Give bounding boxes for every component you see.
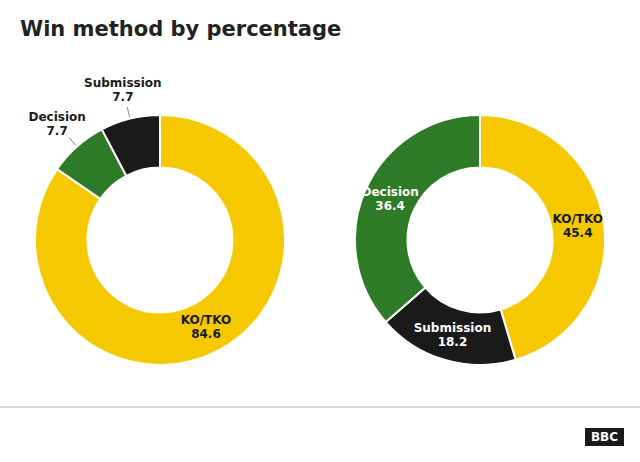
slice-label: Submission [414, 321, 492, 335]
slice-label: Decision [28, 110, 85, 124]
data-label: 18.2 [438, 335, 468, 349]
data-label: 7.7 [46, 124, 67, 138]
slice-label: Decision [361, 185, 418, 199]
slice [102, 115, 160, 176]
separator [0, 407, 640, 408]
leader-line [69, 138, 76, 145]
background [0, 0, 640, 462]
leader-line [127, 107, 129, 117]
annotation-box [585, 428, 624, 446]
slice [35, 115, 285, 365]
donut-chart: KO/TKO45.4 Submission18.2 Decision36.4 [355, 115, 605, 365]
data-label: 45.4 [563, 226, 593, 240]
slice-label: Submission [84, 76, 162, 90]
data-label: 84.6 [191, 327, 221, 341]
data-label: 36.4 [375, 199, 405, 213]
donut-chart: KO/TKO84.6Decision7.7Submission7.7 [28, 76, 285, 365]
chart-root: KO/TKO84.6Decision7.7Submission7.7Win me… [0, 0, 640, 462]
data-label: 7.7 [112, 90, 133, 104]
annotation: BBC [591, 430, 618, 444]
slice-label: KO/TKO [181, 313, 232, 327]
slice-label: KO/TKO [552, 212, 603, 226]
annotation-badge: BBC [585, 428, 624, 446]
title: Win method by percentage [20, 17, 341, 41]
slice [355, 115, 480, 322]
